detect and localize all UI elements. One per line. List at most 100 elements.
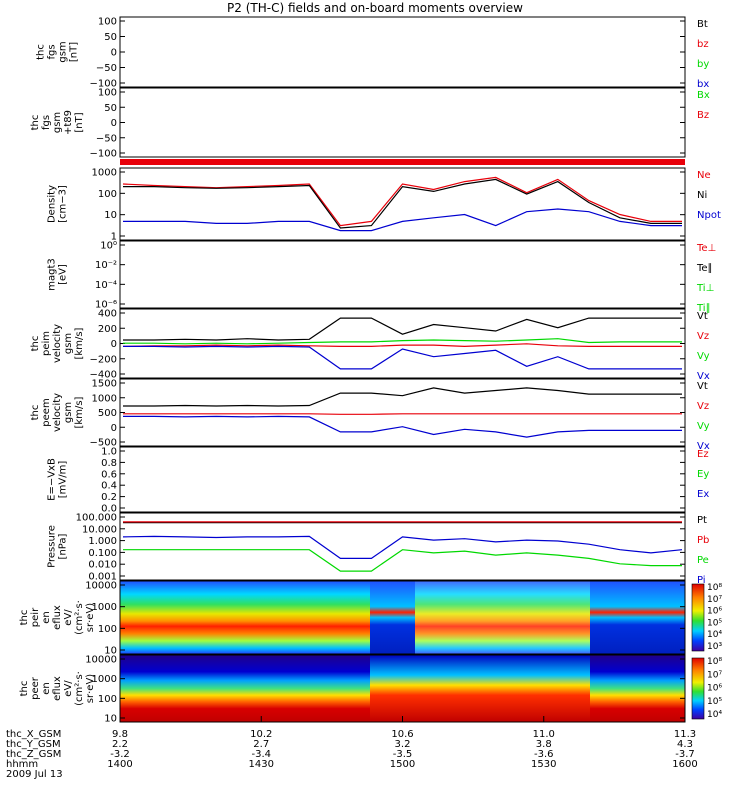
y-tick-label: 100 — [98, 624, 117, 635]
series-line-Vz — [123, 413, 682, 415]
y-axis-label: gsm — [58, 41, 69, 62]
y-tick-label: 0 — [111, 48, 117, 59]
y-tick-label: 10.000 — [82, 524, 117, 535]
panel-density — [119, 167, 686, 241]
legend-Bt: Bt — [697, 19, 708, 30]
y-axis-label: velocity — [52, 393, 63, 432]
y-tick-label: −100 — [90, 149, 117, 160]
panel-fgs — [119, 16, 686, 88]
legend-Pb: Pb — [697, 535, 709, 546]
y-axis-label: thc — [30, 115, 41, 131]
y-tick-label: 400 — [98, 309, 117, 320]
y-tick-label: −100 — [90, 79, 117, 90]
y-tick-label: 1000 — [92, 602, 117, 613]
mode-bar — [120, 159, 685, 165]
colorbar — [691, 583, 705, 652]
y-tick-label: 1.0 — [101, 447, 117, 458]
y-axis-label: sr·eV) — [85, 603, 96, 632]
legend-Bx: Bx — [697, 90, 710, 101]
colorbar-tick-label: 10⁷ — [707, 595, 722, 605]
y-tick-label: −50 — [96, 63, 117, 74]
y-tick-label: 100 — [98, 189, 117, 200]
ion-spectrogram-mid — [415, 581, 590, 654]
series-line-Vt — [123, 387, 682, 407]
legend-by: by — [697, 59, 709, 70]
colorbar — [691, 657, 705, 720]
y-tick-label: 0.100 — [88, 548, 117, 559]
y-axis-label: [cm−3] — [58, 185, 69, 223]
y-axis-label: velocity — [52, 324, 63, 363]
y-tick-label: 10 — [104, 210, 117, 221]
series-line-Vz — [122, 343, 682, 348]
y-axis-label: en — [41, 682, 52, 695]
panel-frame — [119, 446, 686, 513]
y-tick-label: 50 — [104, 32, 117, 43]
y-axis-label: gsm — [52, 112, 63, 133]
panel-peem-velocity — [119, 378, 686, 447]
y-tick-label: 10⁻⁴ — [95, 280, 117, 291]
legend-Vy: Vy — [697, 421, 710, 432]
y-tick-label: 0.0 — [101, 504, 117, 515]
colorbar-tick-label: 10⁸ — [707, 657, 722, 667]
footer-row-label: thc_Z_GSM — [6, 749, 62, 760]
footer-value: -3.6 — [533, 749, 554, 760]
y-tick-label: 0.4 — [101, 481, 117, 492]
y-axis-label: peir — [30, 607, 41, 627]
y-tick-label: 10⁻² — [95, 260, 117, 271]
y-axis-label: eV/ — [63, 609, 74, 626]
footer-value: 1400 — [107, 759, 133, 770]
legend-Ti⊥: Ti⊥ — [696, 283, 714, 294]
legend-Vx: Vx — [697, 441, 710, 452]
footer-row-label: thc_X_GSM — [6, 729, 62, 740]
footer-value: 1500 — [389, 759, 416, 770]
y-axis-label: (cm²·s· — [74, 600, 85, 635]
y-axis-label: peim — [41, 331, 52, 356]
footer-value: 1430 — [248, 759, 274, 770]
colorbar-tick-label: 10⁸ — [707, 583, 722, 593]
y-axis-label: sr·eV) — [85, 674, 96, 703]
footer-value: 10.2 — [250, 729, 273, 740]
y-axis-label: [nT] — [69, 42, 80, 62]
footer-row-label: hhmm — [6, 759, 39, 770]
y-tick-label: 0 — [111, 339, 117, 350]
panel-frame — [119, 580, 686, 655]
y-tick-label: 10 — [104, 714, 117, 725]
y-axis-label: fgs — [47, 44, 58, 59]
footer-value: 11.3 — [673, 729, 697, 740]
y-axis-label: [eV] — [58, 264, 69, 285]
y-tick-label: 10 — [104, 646, 117, 657]
y-axis-label: peer — [30, 676, 41, 700]
ion-spectrogram-boundary — [370, 581, 415, 654]
legend-Te⊥: Te⊥ — [696, 243, 716, 254]
y-axis-label: [nT] — [74, 112, 85, 132]
legend-Pt: Pt — [697, 515, 707, 526]
y-tick-label: −500 — [90, 438, 117, 449]
y-axis-label: thc — [36, 44, 47, 60]
y-tick-label: 200 — [98, 324, 117, 335]
electron-spectrogram-right — [590, 655, 685, 722]
y-tick-label: 1500 — [92, 379, 117, 390]
chart-title: P2 (TH-C) fields and on-board moments ov… — [227, 1, 523, 15]
y-axis-label: fgs — [41, 115, 52, 130]
legend-Pe: Pe — [697, 555, 709, 566]
series-line-Npot — [123, 208, 682, 232]
footer-row-label: 2009 Jul 13 — [6, 769, 63, 780]
colorbar-tick-label: 10³ — [707, 642, 722, 652]
y-axis-label: thc — [30, 336, 41, 352]
footer-value: -3.7 — [675, 749, 695, 760]
series-line-Vy — [123, 338, 682, 345]
y-axis-label: gsm — [63, 402, 74, 423]
footer-value: 9.8 — [112, 729, 128, 740]
y-tick-label: 0.6 — [101, 469, 117, 480]
colorbar-tick-label: 10⁶ — [707, 607, 722, 617]
panel-peim-velocity — [119, 308, 686, 379]
y-tick-label: −200 — [90, 354, 117, 365]
y-axis-label: thc — [19, 610, 30, 626]
y-axis-label: Pressure — [47, 525, 58, 568]
legend-Pi: Pi — [697, 575, 706, 586]
y-axis-label: magt3 — [47, 258, 58, 291]
panel-frame — [119, 87, 686, 158]
footer-value: 11.0 — [532, 729, 555, 740]
y-axis-label: [km/s] — [74, 327, 85, 359]
y-axis-label: thc — [30, 405, 41, 421]
